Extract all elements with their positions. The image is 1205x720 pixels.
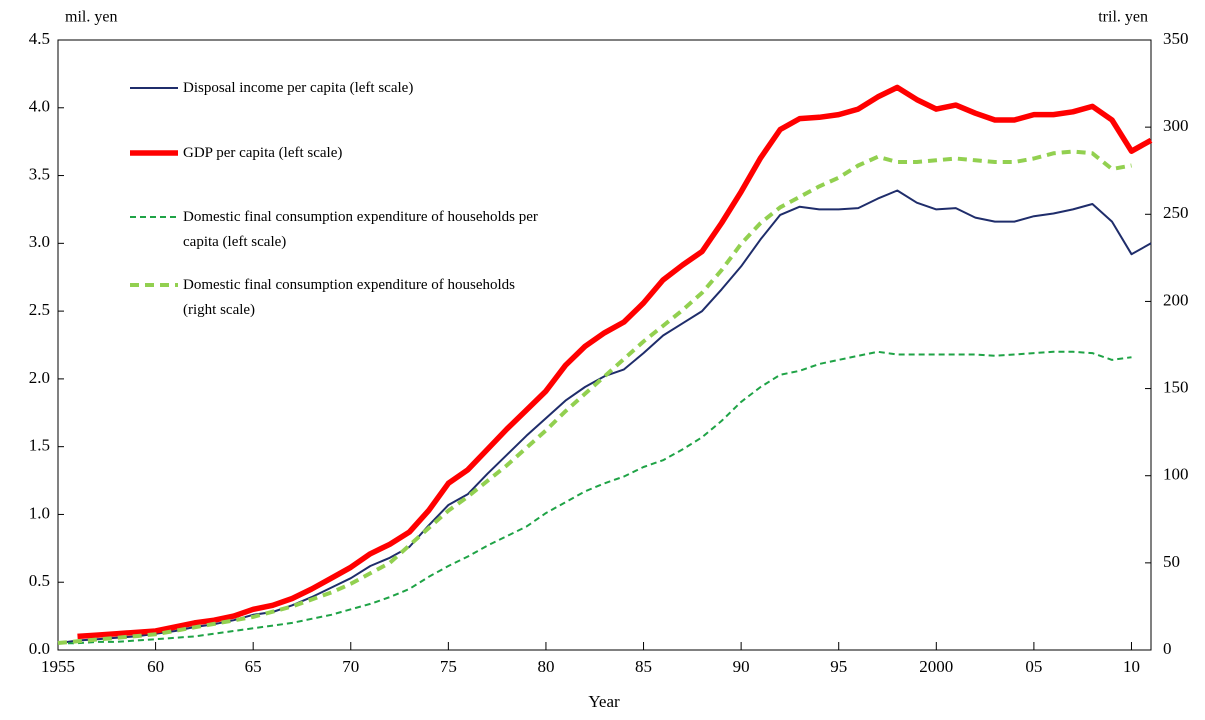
series-line [77, 84, 1153, 640]
legend-label: Domestic final consumption expenditure o… [183, 208, 538, 250]
y2-tick-label: 0 [1163, 639, 1172, 658]
y-tick-label: 3.0 [29, 232, 50, 251]
x-axis-title: Year [588, 692, 620, 711]
x-tick-label: 2000 [919, 657, 953, 676]
y-tick-label: 2.0 [29, 368, 50, 387]
y-tick-label: 3.5 [29, 164, 50, 183]
y2-tick-label: 300 [1163, 116, 1189, 135]
y-tick-label: 4.5 [29, 29, 50, 48]
series-line [57, 149, 1132, 645]
y-axis-title: mil. yen [65, 9, 117, 26]
x-tick-label: 05 [1025, 657, 1042, 676]
y-tick-label: 4.0 [29, 97, 50, 116]
y2-axis-title: tril. yen [1098, 9, 1148, 26]
legend-label: Domestic final consumption expenditure o… [183, 276, 516, 318]
series-line [57, 189, 1152, 645]
legend-label: Disposal income per capita (left scale) [183, 79, 414, 96]
x-tick-label: 75 [440, 657, 457, 676]
x-tick-label: 90 [733, 657, 750, 676]
x-tick-label: 95 [830, 657, 847, 676]
x-tick-label: 1955 [41, 657, 75, 676]
y2-tick-label: 200 [1163, 290, 1189, 309]
y-tick-label: 1.5 [29, 436, 50, 455]
legend-label: GDP per capita (left scale) [183, 144, 343, 161]
x-tick-label: 60 [147, 657, 164, 676]
x-tick-label: 80 [537, 657, 554, 676]
y2-tick-label: 100 [1163, 465, 1189, 484]
y-tick-label: 0.5 [29, 571, 50, 590]
x-tick-label: 10 [1123, 657, 1140, 676]
x-tick-label: 85 [635, 657, 652, 676]
y2-tick-label: 350 [1163, 29, 1189, 48]
y-tick-label: 1.0 [29, 503, 50, 522]
x-tick-label: 70 [342, 657, 359, 676]
plot-frame [57, 39, 1152, 651]
series-line [58, 350, 1132, 645]
y2-tick-label: 150 [1163, 377, 1189, 396]
y2-tick-label: 250 [1163, 203, 1189, 222]
x-tick-label: 65 [245, 657, 262, 676]
y-tick-label: 2.5 [29, 300, 50, 319]
y2-tick-label: 50 [1163, 552, 1180, 571]
y-tick-label: 0.0 [29, 639, 50, 658]
